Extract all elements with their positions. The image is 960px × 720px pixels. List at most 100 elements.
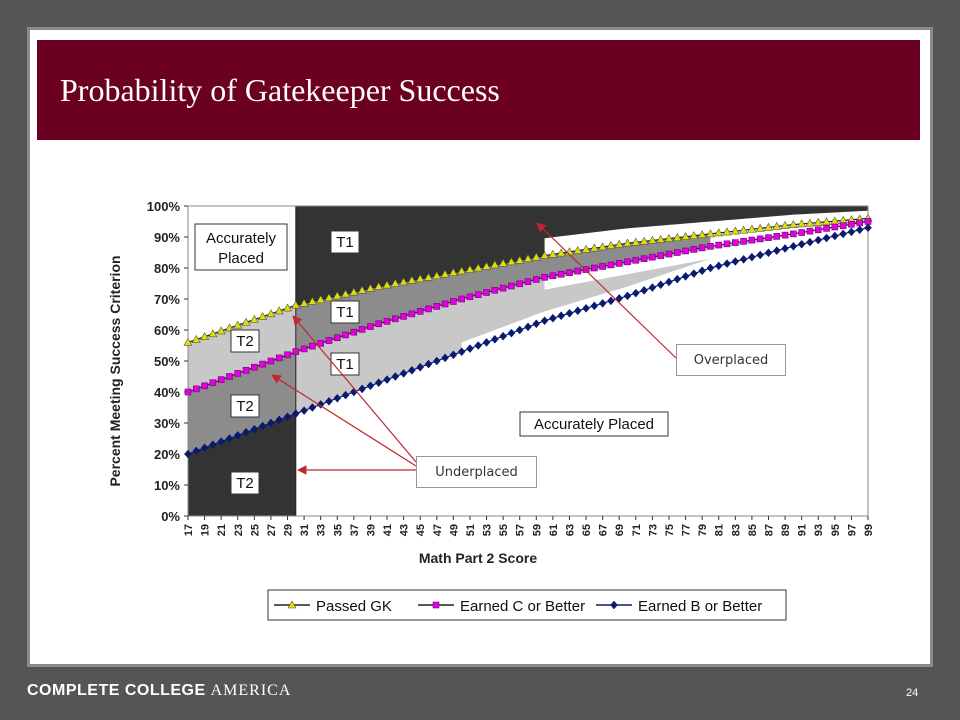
series-point xyxy=(549,272,557,280)
series-point xyxy=(400,313,407,320)
series-point xyxy=(839,222,847,229)
series-point xyxy=(383,375,391,384)
x-tick-label: 95 xyxy=(830,524,842,536)
x-tick-label: 81 xyxy=(714,524,726,536)
series-point xyxy=(805,218,815,227)
footer-logo: COMPLETE COLLEGE AMERICA xyxy=(27,682,291,700)
x-tick-label: 25 xyxy=(249,524,261,536)
series-point xyxy=(531,252,541,261)
label-t2-lower: T2 xyxy=(230,471,260,495)
label-t2-lower-text: T2 xyxy=(236,475,254,492)
series-point xyxy=(747,224,757,233)
series-point xyxy=(332,291,342,300)
series-point xyxy=(507,328,516,338)
series-point xyxy=(656,280,665,290)
series-point xyxy=(200,443,209,453)
title-bar xyxy=(37,40,920,140)
series-point xyxy=(407,275,417,284)
series-point xyxy=(341,289,351,298)
series-point xyxy=(200,332,210,340)
x-tick-label: 91 xyxy=(797,524,809,536)
x-tick-label: 47 xyxy=(432,524,444,536)
series-point xyxy=(441,353,449,363)
x-tick-label: 17 xyxy=(183,524,195,536)
series-point xyxy=(299,298,309,307)
y-tick-label: 80% xyxy=(154,261,180,276)
y-axis-label: Percent Meeting Success Criterion xyxy=(107,255,123,486)
series-point xyxy=(765,234,772,241)
series-point xyxy=(242,366,250,374)
series-point xyxy=(300,406,308,415)
series-point xyxy=(241,317,251,326)
y-tick-label: 90% xyxy=(154,230,180,245)
series-point xyxy=(532,319,541,329)
series-point xyxy=(847,227,856,237)
series-point xyxy=(209,440,217,450)
series-point xyxy=(681,271,690,281)
series-point xyxy=(465,264,475,273)
series-point xyxy=(324,293,334,302)
series-point xyxy=(416,362,425,372)
x-tick-label: 79 xyxy=(697,524,709,536)
x-tick-label: 49 xyxy=(448,524,460,536)
series-point xyxy=(259,360,266,368)
series-point xyxy=(275,354,283,362)
series-point xyxy=(532,276,540,283)
x-tick-label: 87 xyxy=(763,524,775,536)
series-point xyxy=(441,300,449,308)
series-point xyxy=(548,249,558,258)
series-point xyxy=(466,293,474,301)
series-point xyxy=(508,282,515,290)
series-point xyxy=(790,230,797,238)
series-point xyxy=(690,269,698,278)
underplaced-callout: Underplaced xyxy=(416,456,537,488)
series-point xyxy=(590,301,599,311)
series-point xyxy=(457,347,466,357)
x-tick-label: 27 xyxy=(266,524,278,536)
series-point xyxy=(316,295,326,303)
series-point xyxy=(466,344,474,353)
series-point xyxy=(739,254,748,264)
series-point xyxy=(224,323,234,332)
x-tick-label: 23 xyxy=(233,524,245,536)
label-t2-upper-box xyxy=(230,329,260,353)
legend-marker xyxy=(432,601,440,609)
series-point xyxy=(366,381,375,391)
footer-logo-light: AMERICA xyxy=(210,682,292,699)
footer-logo-bold: COMPLETE COLLEGE xyxy=(27,682,206,699)
x-tick-label: 51 xyxy=(465,524,477,536)
x-axis-label: Math Part 2 Score xyxy=(419,550,537,566)
series-point xyxy=(574,267,582,275)
x-tick-label: 57 xyxy=(515,524,527,536)
legend-marker xyxy=(287,600,297,609)
series-point xyxy=(191,334,201,343)
series-point xyxy=(201,382,208,390)
series-point xyxy=(739,225,749,234)
series-point xyxy=(673,274,682,284)
series-point xyxy=(524,278,532,285)
series-point xyxy=(756,235,764,243)
series-point xyxy=(707,243,714,250)
x-tick-label: 33 xyxy=(316,524,328,536)
x-tick-label: 61 xyxy=(548,524,560,536)
series-point xyxy=(731,257,740,266)
series-point xyxy=(656,234,666,243)
series-point xyxy=(342,331,349,339)
page-number: 24 xyxy=(906,687,919,699)
x-tick-label: 39 xyxy=(365,524,377,536)
series-point xyxy=(647,235,657,244)
series-point xyxy=(433,303,441,310)
series-point xyxy=(681,232,691,240)
series-point xyxy=(317,340,324,347)
series-point xyxy=(333,334,341,342)
series-point xyxy=(499,331,507,341)
x-tick-label: 53 xyxy=(482,524,494,536)
series-point xyxy=(615,260,623,267)
series-point xyxy=(606,241,616,249)
x-tick-label: 93 xyxy=(813,524,825,536)
series-point xyxy=(632,256,640,264)
series-point xyxy=(292,348,300,356)
series-point xyxy=(251,363,258,371)
series-point xyxy=(631,288,640,298)
